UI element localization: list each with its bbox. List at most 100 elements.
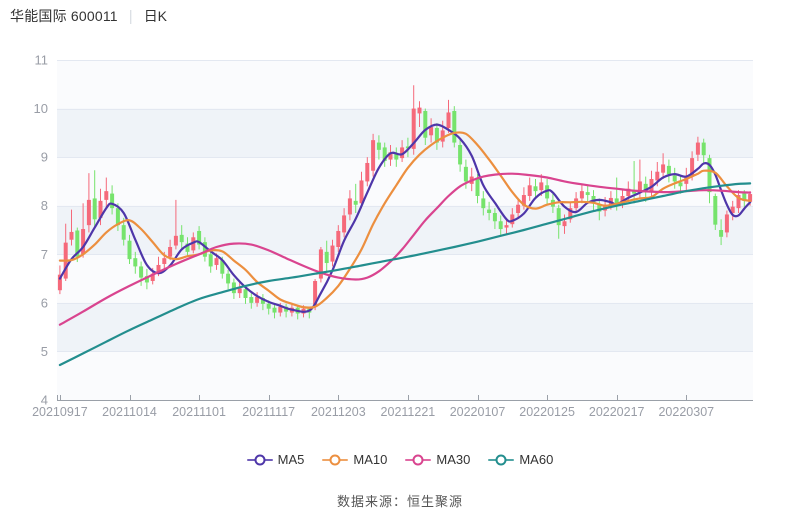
candle[interactable] [637, 181, 642, 193]
candle[interactable] [411, 108, 416, 149]
candle[interactable] [57, 274, 62, 291]
candle[interactable] [226, 273, 231, 284]
candle[interactable] [458, 145, 463, 165]
candle[interactable] [162, 258, 167, 264]
candle[interactable] [69, 231, 74, 240]
candle[interactable] [649, 179, 654, 192]
candle[interactable] [220, 260, 225, 274]
candle[interactable] [266, 303, 271, 309]
candle[interactable] [342, 215, 347, 233]
candle[interactable] [510, 214, 515, 225]
candle[interactable] [272, 307, 277, 313]
candle[interactable] [98, 200, 103, 218]
candle[interactable] [730, 206, 735, 213]
candle[interactable] [249, 297, 254, 303]
candle[interactable] [353, 200, 358, 205]
candle[interactable] [516, 204, 521, 213]
candle[interactable] [539, 182, 544, 191]
legend-item-ma5[interactable]: MA5 [246, 452, 304, 467]
candle[interactable] [278, 306, 283, 313]
candle[interactable] [736, 195, 741, 209]
candle[interactable] [318, 249, 323, 279]
candle[interactable] [562, 221, 567, 227]
candle[interactable] [498, 221, 503, 230]
candle[interactable] [139, 266, 144, 278]
candle[interactable] [156, 264, 161, 273]
candle[interactable] [446, 112, 451, 128]
candle[interactable] [440, 130, 445, 142]
candle[interactable] [568, 208, 573, 220]
candle[interactable] [452, 111, 457, 143]
candle[interactable] [243, 289, 248, 298]
candle[interactable] [701, 142, 706, 156]
candle[interactable] [214, 258, 219, 265]
candle[interactable] [208, 254, 213, 267]
candle[interactable] [359, 180, 364, 204]
candle[interactable] [121, 225, 126, 240]
candle[interactable] [104, 191, 109, 200]
candle[interactable] [86, 199, 91, 226]
legend-item-ma10[interactable]: MA10 [322, 452, 387, 467]
candle[interactable] [690, 158, 695, 176]
candle[interactable] [423, 111, 428, 138]
candle[interactable] [110, 193, 115, 209]
candle[interactable] [597, 204, 602, 212]
candle[interactable] [672, 175, 677, 182]
candle[interactable] [626, 188, 631, 196]
candle[interactable] [742, 193, 747, 201]
candle[interactable] [81, 229, 86, 255]
candle[interactable] [202, 242, 207, 257]
candle[interactable] [394, 153, 399, 160]
candle[interactable] [429, 127, 434, 136]
candle[interactable] [313, 281, 318, 307]
candle[interactable] [133, 258, 138, 267]
candle[interactable] [144, 276, 149, 283]
candle[interactable] [695, 142, 700, 155]
candle[interactable] [127, 240, 132, 260]
candle[interactable] [92, 198, 97, 220]
candle[interactable] [237, 288, 242, 294]
candle[interactable] [504, 225, 509, 228]
candle[interactable] [632, 190, 637, 194]
candle[interactable] [324, 251, 329, 264]
candle[interactable] [191, 237, 196, 251]
candle[interactable] [197, 230, 202, 245]
candle[interactable] [579, 191, 584, 199]
candle[interactable] [260, 298, 265, 304]
candle[interactable] [661, 164, 666, 173]
candle[interactable] [713, 196, 718, 225]
candle[interactable] [574, 198, 579, 209]
candle[interactable] [556, 208, 561, 226]
period-tab-daily-k[interactable]: 日K [143, 8, 168, 24]
candle[interactable] [748, 194, 753, 202]
candle[interactable] [405, 146, 410, 149]
candle[interactable] [475, 179, 480, 196]
candle[interactable] [330, 245, 335, 262]
candle[interactable] [666, 165, 671, 175]
candle[interactable] [168, 247, 173, 257]
candle[interactable] [614, 198, 619, 204]
candle[interactable] [481, 198, 486, 209]
candle[interactable] [255, 297, 260, 303]
candle[interactable] [492, 213, 497, 222]
candle[interactable] [463, 166, 468, 182]
candle[interactable] [388, 152, 393, 160]
candle[interactable] [179, 234, 184, 243]
candle[interactable] [678, 182, 683, 187]
candle[interactable] [382, 147, 387, 162]
candle[interactable] [376, 142, 381, 150]
candle[interactable] [185, 243, 190, 252]
candle[interactable] [150, 273, 155, 281]
candle[interactable] [371, 140, 376, 171]
candle[interactable] [707, 158, 712, 193]
candle[interactable] [655, 171, 660, 181]
candle[interactable] [527, 185, 532, 196]
candle[interactable] [400, 147, 405, 159]
candle[interactable] [347, 198, 352, 215]
candle[interactable] [533, 186, 538, 192]
candle[interactable] [365, 162, 370, 182]
candle[interactable] [417, 107, 422, 114]
candle[interactable] [336, 230, 341, 247]
candle[interactable] [173, 235, 178, 246]
